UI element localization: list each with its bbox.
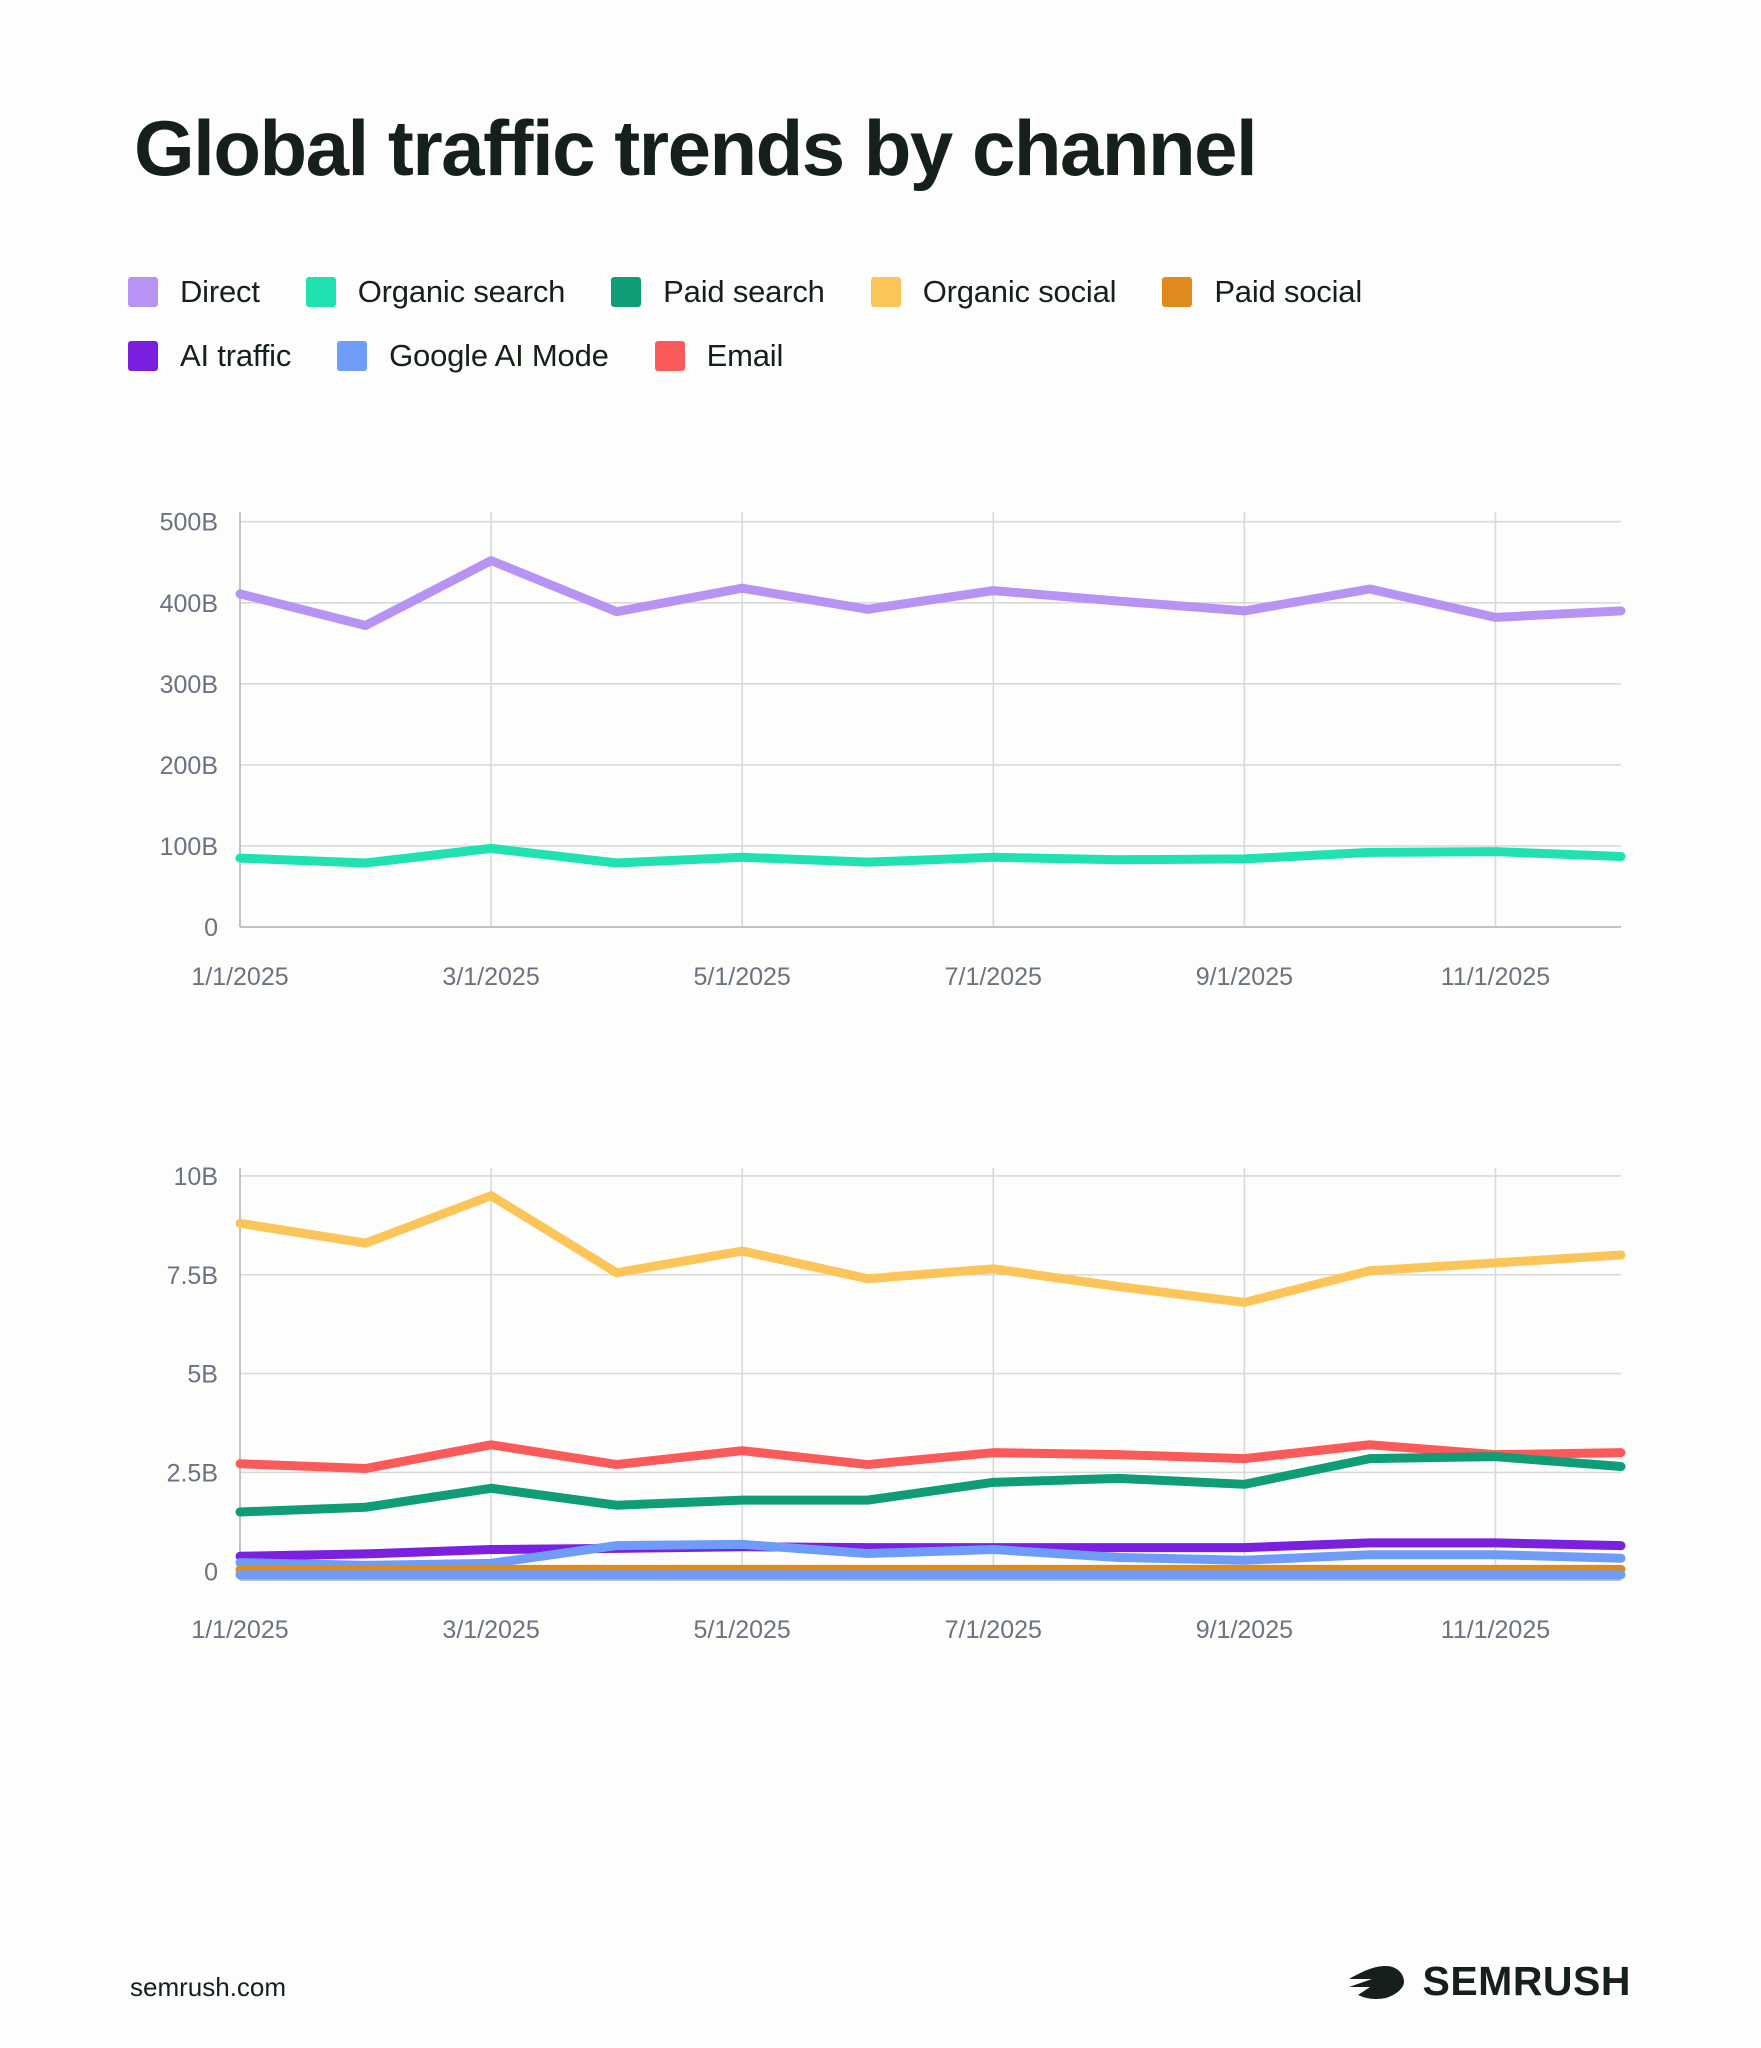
series-line-paid-search bbox=[235, 1452, 1626, 1517]
x-axis-tick-label: 11/1/2025 bbox=[1441, 963, 1550, 991]
series-line-organic-social bbox=[235, 1191, 1626, 1307]
y-axis-tick-label: 500B bbox=[160, 509, 218, 537]
series-line-organic-search bbox=[235, 843, 1626, 868]
x-axis-tick-label: 11/1/2025 bbox=[1441, 1616, 1550, 1644]
chart-legend: Direct Organic search Paid search Organi… bbox=[128, 268, 1608, 396]
semrush-comet-icon bbox=[1346, 1962, 1408, 2002]
semrush-wordmark: SEMRUSH bbox=[1422, 1958, 1631, 2004]
line-chart-emerging-channels: 0 2.5B 5B 7.5B 10B 1/1/2025 3/1/2025 5/1/2025 7/… bbox=[0, 1120, 1761, 1720]
semrush-logo: SEMRUSH bbox=[1346, 1958, 1631, 2005]
legend-label: AI traffic bbox=[180, 338, 292, 373]
legend-item-paid-search[interactable]: Paid search bbox=[611, 274, 825, 310]
x-axis-tick-label: 7/1/2025 bbox=[945, 963, 1042, 991]
y-axis-tick-label: 0 bbox=[204, 1558, 218, 1586]
legend-label: Google AI Mode bbox=[389, 338, 609, 373]
legend-item-ai-traffic[interactable]: AI traffic bbox=[128, 338, 291, 374]
chart-svg-top: 0 100B 200B 300B 400B 500B 1/1/2025 3/1/2025 5/1… bbox=[160, 509, 1626, 991]
legend-swatch-icon bbox=[128, 277, 158, 307]
legend-label: Paid search bbox=[663, 274, 825, 309]
x-axis-tick-label: 1/1/2025 bbox=[191, 963, 288, 991]
y-axis-tick-label: 2.5B bbox=[167, 1459, 218, 1487]
x-axis-tick-label: 5/1/2025 bbox=[694, 963, 791, 991]
x-axis-tick-label: 3/1/2025 bbox=[442, 963, 539, 991]
y-axis-tick-label: 7.5B bbox=[167, 1262, 218, 1290]
legend-swatch-icon bbox=[611, 277, 642, 307]
series-line-google-ai-mode bbox=[235, 1539, 1626, 1570]
legend-swatch-icon bbox=[337, 341, 368, 371]
footer-url[interactable]: semrush.com bbox=[130, 1972, 287, 2002]
legend-item-organic-search[interactable]: Organic search bbox=[305, 274, 566, 310]
x-axis-tick-label: 5/1/2025 bbox=[694, 1616, 791, 1644]
line-chart-total-traffic: 0 100B 200B 300B 400B 500B 1/1/2025 3/1/2025 5/1… bbox=[0, 452, 1761, 1072]
legend-label: Direct bbox=[180, 274, 260, 309]
chart-svg-bottom: 0 2.5B 5B 7.5B 10B 1/1/2025 3/1/2025 5/1/2025 7/… bbox=[167, 1163, 1626, 1644]
legend-item-paid-social[interactable]: Paid social bbox=[1162, 274, 1362, 310]
y-axis-tick-label: 200B bbox=[160, 752, 218, 780]
x-axis-tick-label: 7/1/2025 bbox=[945, 1616, 1042, 1644]
x-axis-tick-label: 9/1/2025 bbox=[1196, 1616, 1293, 1644]
legend-item-direct[interactable]: Direct bbox=[128, 274, 260, 310]
page-title: Global traffic trends by channel bbox=[134, 104, 1258, 192]
legend-swatch-icon bbox=[128, 341, 158, 371]
y-axis-tick-label: 300B bbox=[160, 671, 218, 699]
y-axis-tick-label: 10B bbox=[174, 1163, 218, 1191]
legend-row-2: AI traffic Google AI Mode Email bbox=[128, 332, 1608, 380]
y-axis-tick-label: 100B bbox=[160, 833, 218, 861]
legend-label: Organic social bbox=[922, 274, 1117, 309]
legend-swatch-icon bbox=[1162, 277, 1193, 307]
legend-label: Email bbox=[706, 338, 784, 373]
legend-swatch-icon bbox=[305, 277, 336, 307]
y-axis-tick-label: 0 bbox=[204, 914, 218, 942]
legend-item-google-ai-mode[interactable]: Google AI Mode bbox=[337, 338, 609, 374]
series-line-direct bbox=[235, 556, 1626, 630]
legend-item-organic-social[interactable]: Organic social bbox=[870, 274, 1117, 310]
x-axis-tick-label: 9/1/2025 bbox=[1196, 963, 1293, 991]
legend-swatch-icon bbox=[870, 277, 901, 307]
legend-label: Paid social bbox=[1214, 274, 1363, 309]
legend-swatch-icon bbox=[654, 341, 685, 371]
series-line-email bbox=[235, 1440, 1626, 1473]
legend-row-1: Direct Organic search Paid search Organi… bbox=[128, 268, 1608, 316]
x-axis-tick-label: 3/1/2025 bbox=[442, 1616, 539, 1644]
y-axis-tick-label: 400B bbox=[160, 590, 218, 618]
x-axis-tick-label: 1/1/2025 bbox=[191, 1616, 288, 1644]
y-axis-tick-label: 5B bbox=[187, 1361, 218, 1389]
legend-label: Organic search bbox=[357, 274, 566, 309]
legend-item-email[interactable]: Email bbox=[654, 338, 784, 374]
